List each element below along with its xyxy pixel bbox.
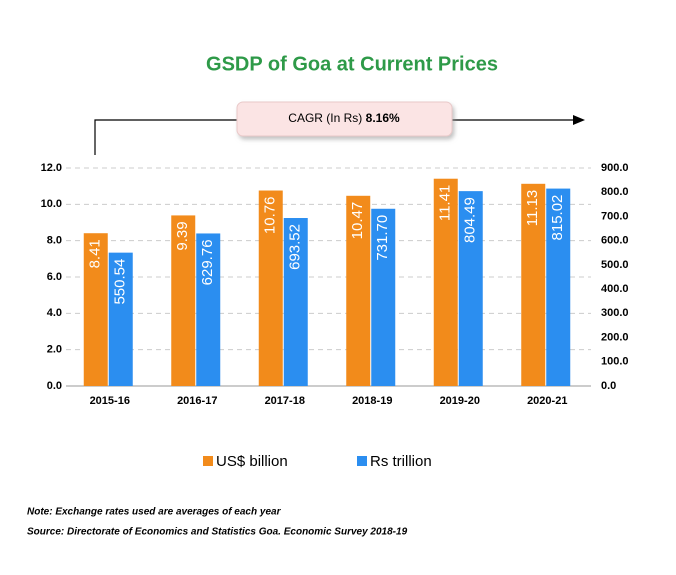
y2-tick-label: 900.0 [601,162,629,174]
cagr-text: CAGR (In Rs) 8.16% [288,111,400,125]
value-label: 8.41 [87,239,104,268]
legend-swatch [357,456,367,466]
bar [171,215,196,386]
y-tick-label: 10.0 [41,198,62,210]
bar [433,178,458,386]
value-label: 10.47 [349,202,366,240]
bar [108,252,133,386]
y-tick-label: 2.0 [47,344,62,356]
value-label: 9.39 [174,221,191,250]
y2-tick-label: 100.0 [601,356,629,368]
chart-title: GSDP of Goa at Current Prices [206,53,498,75]
y-tick-label: 8.0 [47,235,62,247]
x-tick-label: 2016-17 [177,395,217,407]
bar [283,218,308,386]
legend-swatch [203,456,213,466]
bar [83,233,108,386]
y2-tick-label: 800.0 [601,186,629,198]
bar [258,190,283,386]
arrow-head [573,115,585,125]
note: Note: Exchange rates used are averages o… [27,507,282,518]
cagr-label: CAGR (In Rs) [288,111,362,125]
y2-tick-label: 700.0 [601,210,629,222]
cagr-arrow [94,119,575,155]
y2-tick-label: 300.0 [601,307,629,319]
cagr-value: 8.16% [366,111,400,125]
y2-tick-label: 400.0 [601,283,629,295]
note: Source: Directorate of Economics and Sta… [27,527,408,538]
y2-tick-label: 0.0 [601,380,616,392]
x-tick-label: 2017-18 [265,395,305,407]
value-label: 11.41 [437,185,454,221]
y-tick-label: 12.0 [41,162,62,174]
bar [371,208,396,386]
bar [546,188,571,386]
value-label: 550.54 [112,259,129,305]
bar [346,195,371,386]
bar [196,233,221,386]
value-label: 815.02 [549,195,566,241]
y2-tick-label: 200.0 [601,331,629,343]
y-tick-label: 4.0 [47,307,62,319]
value-label: 693.52 [287,224,304,270]
y-tick-label: 0.0 [47,380,62,392]
value-label: 731.70 [374,215,391,261]
y2-tick-label: 600.0 [601,235,629,247]
x-tick-label: 2018-19 [352,395,392,407]
legend-label: US$ billion [216,453,288,470]
bar [521,183,546,386]
value-label: 804.49 [462,197,479,243]
value-label: 629.76 [199,239,216,285]
y2-tick-label: 500.0 [601,259,629,271]
x-tick-label: 2015-16 [90,395,130,407]
legend-label: Rs trillion [370,453,432,470]
y-tick-label: 6.0 [47,271,62,283]
cagr-box [236,101,453,137]
x-tick-label: 2019-20 [440,395,480,407]
x-tick-label: 2020-21 [527,395,567,407]
bar [458,191,483,386]
value-label: 10.76 [262,197,279,235]
value-label: 11.13 [524,190,541,226]
